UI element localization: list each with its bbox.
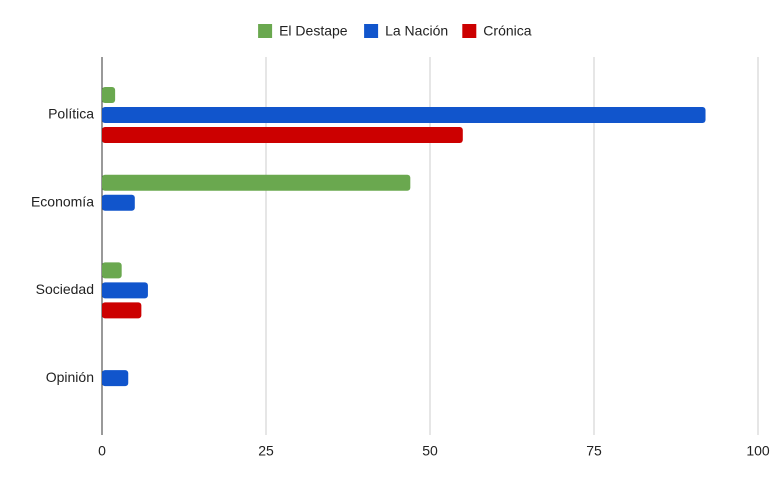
- bar: [102, 127, 463, 143]
- y-tick-label: Economía: [31, 193, 94, 209]
- x-tick-label: 50: [422, 443, 438, 459]
- bar: [102, 262, 122, 279]
- legend-label: La Nación: [385, 23, 448, 39]
- legend-swatch: [462, 24, 477, 38]
- bar: [102, 87, 116, 103]
- legend-swatch: [364, 24, 379, 38]
- x-tick-label: 75: [586, 443, 602, 459]
- bar: [102, 194, 135, 211]
- bar: [102, 282, 148, 299]
- y-tick-label: Política: [48, 106, 94, 122]
- x-tick-label: 25: [258, 443, 274, 459]
- y-tick-label: Sociedad: [36, 281, 94, 297]
- legend-swatch: [258, 24, 273, 38]
- legend-label: El Destape: [279, 23, 348, 39]
- x-tick-label: 0: [98, 443, 106, 459]
- legend-label: Crónica: [483, 23, 531, 39]
- bar: [102, 107, 706, 123]
- bar: [102, 302, 142, 319]
- bar: [102, 370, 129, 387]
- y-tick-label: Opinión: [46, 369, 94, 385]
- x-tick-label: 100: [746, 443, 770, 459]
- bar: [102, 174, 411, 191]
